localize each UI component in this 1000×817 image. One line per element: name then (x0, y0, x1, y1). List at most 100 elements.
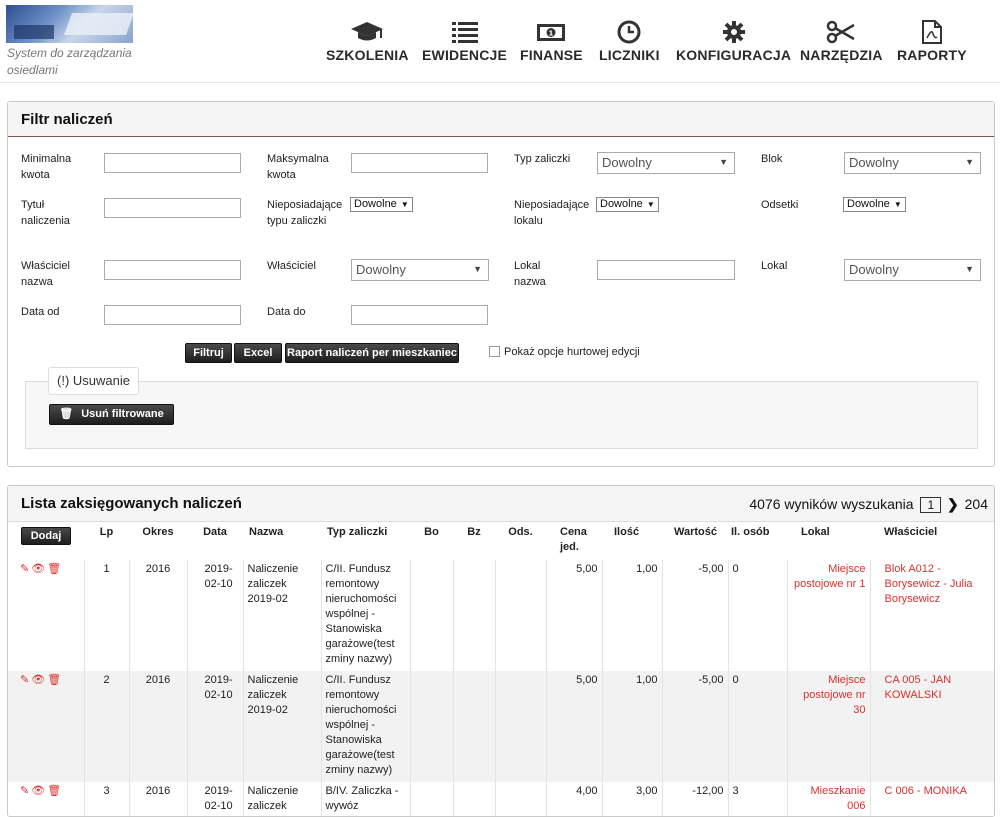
gear-icon (722, 21, 745, 43)
bulk-edit-checkbox[interactable] (489, 346, 500, 357)
label-tytul: Tytuł naliczenia (21, 199, 70, 227)
wlasciciel-nazwa-input[interactable] (104, 260, 241, 280)
chevron-down-icon: ▼ (400, 200, 409, 209)
col-cena[interactable]: Cena jed. (546, 522, 602, 560)
charges-table: Dodaj Lp Okres Data Nazwa Typ zaliczki B… (8, 522, 994, 816)
table-row: ✎ 👁 🗑 1 2016 2019-02-10 Naliczenie zalicze… (8, 560, 994, 671)
chevron-down-icon: ▼ (719, 157, 728, 167)
chevron-down-icon: ▼ (965, 157, 974, 167)
label-wlasciciel: Właściciel (267, 260, 316, 272)
data-do-input[interactable] (351, 305, 488, 325)
wlasciciel-select[interactable]: Dowolny ▼ (351, 259, 489, 281)
add-button[interactable]: Dodaj (21, 527, 71, 545)
cell-cena: 5,00 (545, 671, 602, 782)
odsetki-select[interactable]: Dowolne ▼ (843, 197, 906, 212)
cell-typ: C/II. Fundusz remontowy nieruchomości ws… (320, 671, 410, 782)
cell-bz (452, 671, 495, 782)
col-wlasciciel[interactable]: Właściciel (870, 522, 994, 560)
blok-select[interactable]: Dowolny ▼ (844, 152, 981, 174)
cell-nazwa: Naliczenie zaliczek 2019-02 (242, 671, 321, 782)
edit-icon[interactable]: ✎ (20, 674, 30, 686)
edit-icon[interactable]: ✎ (20, 785, 30, 797)
col-il-osob[interactable]: Il. osób (728, 522, 787, 560)
tagline: System do zarządzania osiedlami (7, 46, 132, 77)
top-header: System do zarządzania osiedlami SZKOLENI… (0, 0, 1000, 83)
page-input[interactable]: 1 (920, 497, 942, 513)
pdf-icon (921, 20, 942, 44)
table-header-row: Dodaj Lp Okres Data Nazwa Typ zaliczki B… (8, 522, 994, 560)
nav-finanse[interactable]: 1 FINANSE (520, 20, 583, 63)
excel-button[interactable]: Excel (234, 343, 282, 363)
typ-zaliczki-select[interactable]: Dowolny ▼ (597, 152, 735, 174)
label-lokal-nazwa: Lokal nazwa (514, 260, 546, 288)
logo[interactable] (6, 5, 133, 43)
svg-text:1: 1 (549, 30, 554, 38)
graduation-cap-icon (351, 22, 384, 41)
label-lokal: Lokal (761, 260, 788, 272)
col-ilosc[interactable]: Ilość (602, 522, 662, 560)
row-actions: ✎ 👁 🗑 (8, 671, 84, 782)
trash-icon[interactable]: 🗑 (47, 785, 62, 797)
cell-bz (452, 560, 495, 671)
nav-narzedzia[interactable]: NARZĘDZIA (800, 20, 883, 63)
cell-data: 2019-02-10 (186, 671, 243, 782)
nav-szkolenia[interactable]: SZKOLENIA (326, 20, 409, 63)
label-nieposiadajace-typu: Nieposiadające typu zaliczki (267, 199, 343, 227)
max-kwota-input[interactable] (351, 153, 488, 173)
cell-ilosc: 1,00 (601, 671, 662, 782)
label-blok: Blok (761, 153, 783, 165)
filtruj-button[interactable]: Filtruj (185, 343, 232, 363)
filter-title: Filtr naliczeń (21, 111, 113, 128)
tytul-input[interactable] (104, 198, 241, 218)
col-nazwa[interactable]: Nazwa (243, 522, 321, 560)
cell-lokal-link[interactable]: Miejsce postojowe nr 30 (786, 671, 870, 782)
trash-icon[interactable]: 🗑 (47, 563, 62, 575)
col-data[interactable]: Data (187, 522, 243, 560)
table-row: ✎ 👁 🗑 2 2016 2019-02-10 Naliczenie zalicze… (8, 671, 994, 782)
lokal-select[interactable]: Dowolny ▼ (844, 259, 981, 281)
cell-wartosc: -5,00 (661, 560, 728, 671)
label-nieposiadajace-lokalu: Nieposiadające lokalu (514, 199, 590, 227)
col-lp[interactable]: Lp (84, 522, 129, 560)
cell-lokal-link[interactable]: Miejsce postojowe nr 1 (786, 560, 870, 671)
col-typ-zaliczki[interactable]: Typ zaliczki (321, 522, 410, 560)
cell-wlasciciel-link[interactable]: CA 005 - JAN KOWALSKI (869, 671, 994, 782)
money-icon: 1 (537, 24, 566, 41)
edit-icon[interactable]: ✎ (20, 563, 30, 575)
raport-button[interactable]: Raport naliczeń per mieszkaniec (285, 343, 459, 363)
chevron-down-icon: ▼ (473, 264, 482, 274)
eye-icon[interactable]: 👁 (31, 563, 46, 575)
nav-konfiguracja[interactable]: KONFIGURACJA (676, 20, 791, 63)
eye-icon[interactable]: 👁 (31, 785, 46, 797)
cell-lp: 2 (83, 671, 129, 782)
delete-filtered-button[interactable]: 🗑 Usuń filtrowane (49, 404, 174, 425)
total-pages[interactable]: 204 (964, 496, 988, 512)
nieposiadajace-typu-select[interactable]: Dowolne ▼ (350, 197, 413, 212)
nieposiadajace-lokalu-select[interactable]: Dowolne ▼ (596, 197, 659, 212)
trash-icon: 🗑 (59, 408, 74, 420)
cell-osob: 0 (727, 671, 787, 782)
filter-panel: Filtr naliczeń Minimalna kwota Maksymaln… (7, 101, 995, 467)
chevron-down-icon: ▼ (893, 200, 902, 209)
nav-ewidencje[interactable]: EWIDENCJE (422, 20, 507, 63)
min-kwota-input[interactable] (104, 153, 241, 173)
col-wartosc[interactable]: Wartość (662, 522, 728, 560)
cell-wlasciciel-link[interactable]: Blok A012 - Borysewicz - Julia Borysewic… (869, 560, 994, 671)
col-ods[interactable]: Ods. (495, 522, 546, 560)
data-od-input[interactable] (104, 305, 241, 325)
trash-icon[interactable]: 🗑 (47, 674, 62, 686)
results-count: 4076 wyników wyszukania (749, 496, 914, 512)
lokal-nazwa-input[interactable] (597, 260, 735, 280)
chevron-right-icon[interactable]: ❯ (947, 496, 959, 512)
col-okres[interactable]: Okres (129, 522, 187, 560)
cell-typ: C/II. Fundusz remontowy nieruchomości ws… (320, 560, 410, 671)
cell-ods (494, 560, 546, 671)
label-wlasciciel-nazwa: Właściciel nazwa (21, 260, 70, 288)
nav-raporty[interactable]: RAPORTY (897, 20, 967, 63)
nav-liczniki[interactable]: LICZNIKI (599, 20, 660, 63)
list-panel-header: Lista zaksięgowanych naliczeń 4076 wynik… (8, 486, 994, 522)
col-bo[interactable]: Bo (410, 522, 453, 560)
eye-icon[interactable]: 👁 (31, 674, 46, 686)
col-bz[interactable]: Bz (453, 522, 495, 560)
col-lokal[interactable]: Lokal (787, 522, 870, 560)
